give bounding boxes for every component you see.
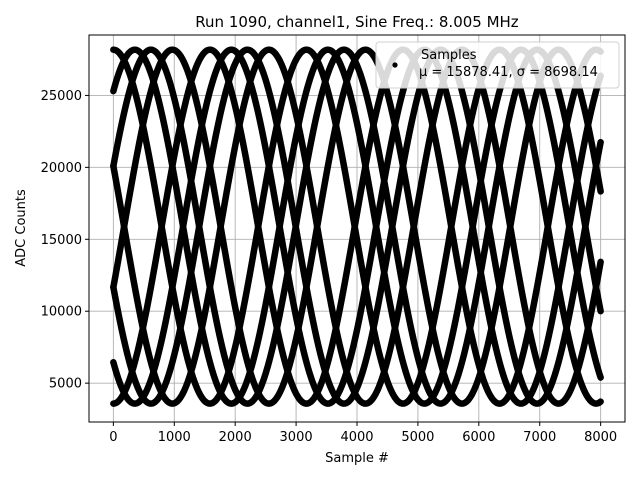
x-axis-label: Sample # bbox=[325, 451, 389, 466]
y-tick-label: 20000 bbox=[41, 161, 82, 176]
y-axis-label: ADC Counts bbox=[14, 189, 29, 267]
x-tick-label: 2000 bbox=[219, 430, 252, 445]
sample-trace bbox=[110, 46, 604, 407]
y-tick-label: 5000 bbox=[49, 377, 82, 392]
x-tick-label: 5000 bbox=[401, 430, 434, 445]
x-tick-label: 0 bbox=[109, 430, 117, 445]
x-tick-label: 1000 bbox=[158, 430, 191, 445]
sample-trace bbox=[110, 46, 604, 407]
y-tick-label: 25000 bbox=[41, 89, 82, 104]
legend-series-name: Samples bbox=[421, 48, 477, 63]
x-tick-label: 7000 bbox=[523, 430, 556, 445]
legend-marker bbox=[392, 62, 398, 68]
sample-trace bbox=[110, 46, 604, 407]
x-tick-label: 8000 bbox=[584, 430, 617, 445]
legend-box bbox=[375, 41, 620, 89]
chart-title: Run 1090, channel1, Sine Freq.: 8.005 MH… bbox=[195, 13, 519, 31]
y-tick-label: 10000 bbox=[41, 305, 82, 320]
x-tick-label: 3000 bbox=[280, 430, 313, 445]
legend-stats: μ = 15878.41, σ = 8698.14 bbox=[419, 65, 598, 80]
legend: Samples μ = 15878.41, σ = 8698.14 bbox=[375, 41, 620, 89]
x-tick-label: 6000 bbox=[462, 430, 495, 445]
y-tick-label: 15000 bbox=[41, 233, 82, 248]
x-tick-label: 4000 bbox=[340, 430, 373, 445]
tick-layer: 0 1000 2000 3000 4000 5000 6000 7000 8000 5000 100… bbox=[41, 89, 618, 445]
sample-trace bbox=[110, 46, 604, 407]
